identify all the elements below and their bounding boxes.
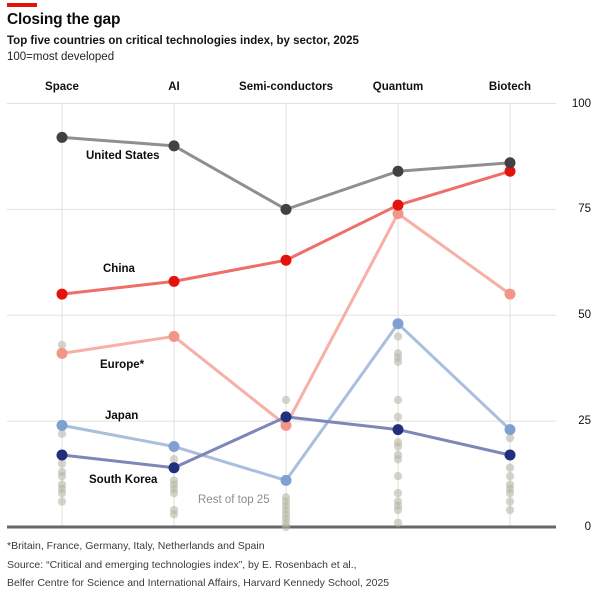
y-axis-tick-75: 75	[578, 203, 591, 216]
series-dot-europe	[56, 347, 68, 359]
label-united-states: United States	[86, 150, 160, 162]
rest-of-top-25-dot	[169, 455, 179, 464]
footnote-block: *Britain, France, Germany, Italy, Nether…	[7, 537, 389, 593]
accent-bar	[7, 3, 37, 7]
rest-of-top-25-dot	[393, 357, 403, 367]
series-dot-china	[168, 275, 180, 287]
y-axis-tick-0: 0	[584, 521, 591, 533]
series-dot-china	[280, 254, 292, 266]
rest-of-top-25-dot	[281, 522, 291, 532]
footnote: *Britain, France, Germany, Italy, Nether…	[7, 540, 265, 552]
rest-of-top-25-dot	[505, 505, 515, 515]
rest-of-top-25-dot	[393, 455, 403, 464]
chart-title: Closing the gap	[7, 11, 121, 28]
series-dot-europe	[504, 288, 516, 300]
rest-of-top-25-dot	[393, 442, 403, 451]
rest-of-top-25-dot	[505, 463, 515, 472]
category-header-ai: AI	[168, 81, 180, 93]
rest-of-top-25-dot	[281, 395, 291, 405]
category-header-biotech: Biotech	[488, 81, 532, 93]
rest-of-top-25-dot	[57, 429, 67, 439]
series-dot-united-states	[392, 165, 404, 177]
source-line-1: Source: “Critical and emerging technolog…	[7, 558, 357, 571]
label-south-korea: South Korea	[89, 474, 158, 486]
series-dot-china	[504, 165, 516, 177]
rest-of-top-25-dot	[393, 505, 403, 515]
label-rest-of-top-25: Rest of top 25	[198, 494, 270, 506]
series-dot-united-states	[56, 131, 68, 143]
rest-of-top-25-dot	[393, 412, 403, 422]
category-header-semi-conductors: Semi-conductors	[239, 81, 333, 93]
label-japan: Japan	[105, 410, 139, 422]
series-dot-europe	[168, 330, 180, 342]
rest-of-top-25-dot	[57, 340, 67, 350]
series-dot-south-korea	[504, 449, 516, 461]
series-dot-south-korea	[168, 462, 180, 474]
rest-of-top-25-dot	[57, 459, 67, 468]
y-axis-tick-25: 25	[578, 415, 591, 428]
series-dot-south-korea	[280, 411, 292, 423]
series-dot-south-korea	[56, 449, 68, 461]
rest-of-top-25-dot	[169, 510, 179, 519]
rest-of-top-25-dot	[505, 497, 515, 506]
rest-of-top-25-dot	[57, 488, 67, 498]
series-dot-china	[392, 199, 404, 211]
rest-of-top-25-dot	[393, 332, 403, 341]
series-dot-japan	[280, 474, 292, 486]
unit-note: 100=most developed	[7, 51, 115, 63]
series-dot-europe	[280, 419, 292, 431]
y-axis-tick-50: 50	[578, 309, 591, 322]
rest-of-top-25-dot	[169, 488, 179, 498]
series-dot-china	[56, 288, 68, 300]
series-dot-united-states	[168, 140, 180, 152]
series-dot-united-states	[504, 157, 516, 169]
series-dot-south-korea	[392, 424, 404, 436]
rest-of-top-25-dot	[505, 488, 515, 498]
rest-of-top-25-dot	[57, 497, 67, 506]
rest-of-top-25-dot	[393, 395, 403, 405]
series-dot-japan	[168, 441, 180, 453]
series-dot-japan	[392, 318, 404, 330]
rest-of-top-25-dot	[393, 518, 403, 527]
series-dot-europe	[392, 208, 404, 220]
rest-of-top-25-dot	[393, 471, 403, 481]
chart-subtitle: Top five countries on critical technolog…	[7, 35, 359, 47]
y-axis-tick-100: 100	[571, 97, 591, 110]
rest-of-top-25-dot	[393, 488, 403, 498]
source-line-2: Belfer Centre for Science and Internatio…	[7, 577, 390, 589]
series-dot-united-states	[280, 203, 292, 215]
series-dot-japan	[504, 424, 516, 436]
series-dot-japan	[56, 419, 68, 431]
category-header-space: Space	[45, 81, 79, 93]
label-china: China	[103, 263, 135, 275]
rest-of-top-25-dot	[505, 471, 515, 481]
label-europe: Europe*	[100, 359, 145, 371]
category-header-quantum: Quantum	[372, 81, 424, 93]
rest-of-top-25-dot	[57, 471, 67, 481]
rest-of-top-25-dot	[505, 433, 515, 443]
